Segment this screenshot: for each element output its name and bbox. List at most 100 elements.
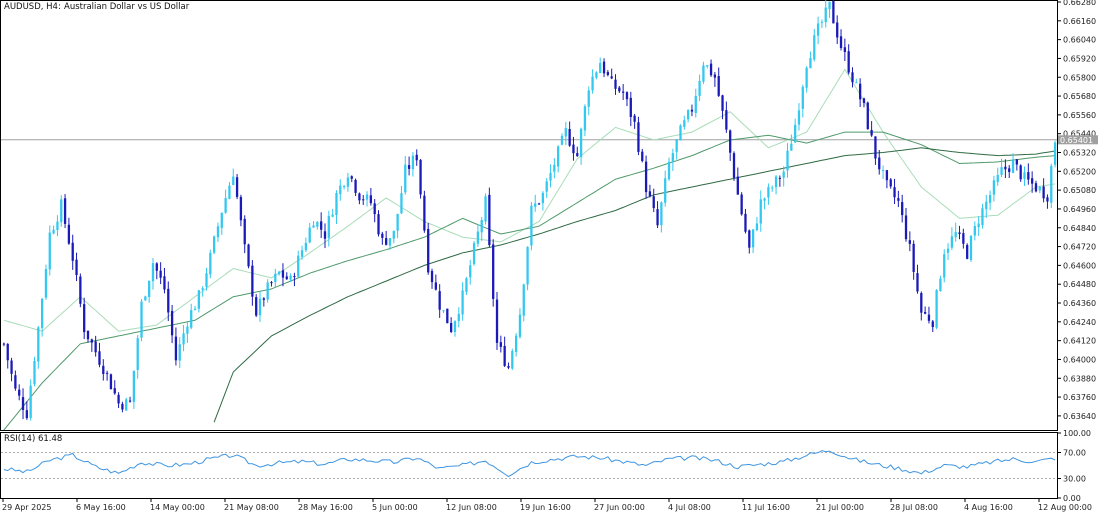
candle-body	[740, 194, 743, 215]
candle-body	[190, 310, 193, 328]
candle-body	[342, 186, 346, 188]
time-axis-label: 12 Aug 00:00	[1038, 503, 1092, 512]
candle-body	[427, 228, 430, 273]
candle-body	[836, 22, 839, 38]
candle-body	[671, 153, 674, 163]
candle-body	[411, 155, 415, 170]
candle-body	[751, 229, 755, 248]
candle-body	[610, 76, 613, 79]
candle-body	[679, 125, 682, 141]
candle-body	[767, 186, 770, 198]
candle-body	[966, 244, 969, 259]
price-axis-label: 0.64960	[1063, 205, 1096, 214]
candle-body	[220, 212, 223, 228]
price-axis-label: 0.63760	[1063, 393, 1096, 402]
candle-body	[113, 388, 116, 394]
candle-body	[564, 128, 567, 137]
candle-body	[21, 397, 25, 411]
candle-body	[346, 177, 350, 187]
candle-body	[847, 51, 850, 73]
candle-body	[507, 366, 510, 368]
candle-body	[648, 191, 652, 197]
price-axis-label: 0.65680	[1063, 92, 1096, 101]
candle-body	[1050, 166, 1053, 203]
candle-body	[1004, 166, 1007, 170]
candle-body	[595, 72, 598, 78]
time-axis-label: 21 Jul 00:00	[816, 503, 864, 512]
candle-body	[549, 172, 552, 181]
candle-body	[155, 263, 158, 271]
candle-body	[729, 130, 732, 153]
candle-body	[916, 273, 919, 292]
candle-body	[469, 265, 472, 278]
candle-body	[786, 150, 789, 171]
candle-body	[29, 385, 32, 418]
price-axis-label: 0.64360	[1063, 299, 1096, 308]
candle-body	[140, 301, 143, 338]
candle-body	[285, 276, 288, 280]
candle-body	[1027, 172, 1030, 180]
candle-body	[889, 179, 892, 187]
candle-body	[503, 345, 506, 366]
candle-body	[205, 273, 208, 287]
candle-body	[270, 282, 273, 284]
price-axis-label: 0.65200	[1063, 167, 1096, 176]
candle-body	[881, 170, 885, 172]
candle-body	[136, 338, 139, 370]
candle-body	[10, 360, 13, 374]
candle-body	[316, 221, 319, 227]
candle-body	[748, 230, 751, 248]
candle-body	[901, 202, 904, 216]
price-axis-label: 0.65440	[1063, 130, 1096, 139]
candle-body	[981, 208, 984, 226]
candle-body	[1053, 142, 1057, 165]
candle-body	[461, 290, 464, 315]
candle-body	[281, 270, 285, 278]
candle-body	[243, 218, 246, 245]
time-axis-label: 29 Apr 2025	[2, 503, 51, 512]
candle-body	[599, 63, 602, 74]
candle-body	[128, 400, 132, 402]
candle-body	[958, 232, 961, 234]
candle-body	[121, 403, 124, 410]
candle-body	[541, 192, 545, 204]
candle-body	[706, 65, 709, 67]
candle-body	[973, 226, 976, 236]
candle-body	[442, 310, 445, 312]
candle-body	[939, 278, 942, 292]
rsi-pane[interactable]: 100.00 70.00 30.00 0.00 RSI(14) 61.48	[0, 429, 1092, 503]
candle-body	[297, 255, 300, 277]
candle-body	[1038, 186, 1041, 191]
candle-body	[224, 198, 227, 213]
candle-body	[851, 72, 854, 83]
candle-body	[522, 284, 525, 316]
candle-body	[717, 76, 720, 96]
candle-body	[694, 96, 697, 113]
candle-body	[633, 115, 636, 122]
time-axis-label: 27 Jun 00:00	[594, 503, 645, 512]
candle-body	[320, 221, 323, 230]
candle-body	[232, 176, 235, 186]
candle-body	[392, 230, 395, 239]
candle-body	[170, 310, 174, 336]
candle-body	[167, 288, 170, 313]
candle-body	[67, 224, 71, 244]
price-pane-frame	[0, 0, 1058, 431]
candle-body	[163, 276, 166, 290]
price-pane[interactable]: 0.66280 0.66160 0.66040 0.65920 0.65800 0.656…	[0, 0, 1099, 431]
price-axis-label: 0.66040	[1063, 36, 1096, 45]
candle-body	[235, 177, 239, 197]
candle-body	[602, 61, 606, 74]
candle-body	[304, 242, 308, 251]
candle-body	[102, 365, 105, 375]
candle-body	[893, 187, 896, 198]
candle-body	[866, 102, 869, 130]
candle-body	[511, 350, 514, 369]
candle-body	[560, 135, 564, 145]
candle-body	[534, 203, 537, 207]
candle-body	[625, 92, 629, 100]
candle-body	[794, 124, 797, 143]
candle-body	[820, 21, 824, 23]
candle-body	[365, 194, 369, 200]
